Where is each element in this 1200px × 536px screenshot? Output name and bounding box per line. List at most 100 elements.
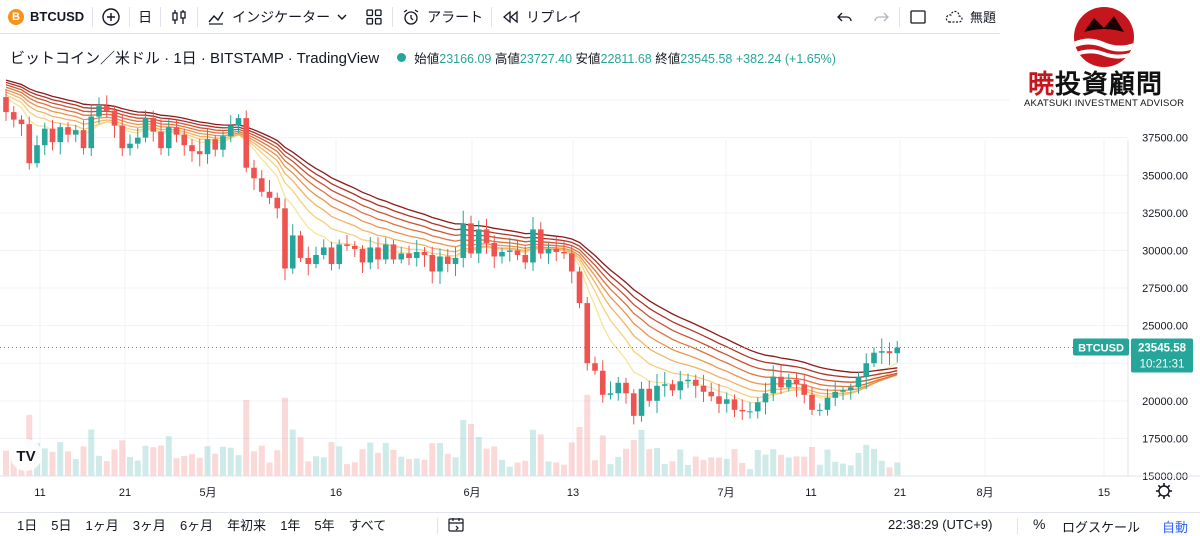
- price-chart[interactable]: 40000.0037500.0035000.0032500.0030000.00…: [0, 34, 1200, 514]
- candle-body: [840, 390, 846, 392]
- volume-bar: [181, 455, 188, 476]
- volume-bar: [522, 460, 529, 476]
- candle-body: [878, 351, 885, 353]
- volume-bar: [871, 448, 877, 476]
- candle-body: [754, 402, 761, 412]
- compare-button[interactable]: [93, 0, 129, 34]
- candle-body: [134, 137, 141, 144]
- chart-area[interactable]: 40000.0037500.0035000.0032500.0030000.00…: [0, 34, 1200, 514]
- volume-bar: [692, 456, 699, 476]
- indicators-button[interactable]: インジケーター: [198, 0, 356, 34]
- candle-body: [421, 251, 428, 255]
- candle-body: [18, 119, 25, 125]
- gear-icon-tooth: [1166, 493, 1171, 498]
- range-button[interactable]: 5年: [314, 518, 335, 533]
- chart-type-button[interactable]: [161, 0, 197, 34]
- candle-body: [638, 388, 645, 416]
- range-button[interactable]: 5日: [51, 518, 72, 533]
- candle-body: [173, 127, 180, 135]
- candle-body: [305, 257, 312, 264]
- volume-bar: [785, 457, 792, 476]
- candle-body: [514, 250, 521, 255]
- volume-bar: [196, 457, 203, 476]
- redo-button[interactable]: [863, 0, 899, 34]
- price-axis[interactable]: 40000.0037500.0035000.0032500.0030000.00…: [1127, 95, 1188, 483]
- candle-body: [685, 379, 691, 382]
- volume-bar: [677, 449, 684, 476]
- percent-toggle[interactable]: %: [1033, 516, 1046, 532]
- candle-body: [561, 251, 567, 254]
- chart-legend: ビットコイン／米ドル · 1日 · BITSTAMP · TradingView…: [10, 47, 836, 68]
- candle-body: [483, 229, 490, 243]
- candle-body: [723, 399, 730, 404]
- volume-bar: [344, 464, 350, 476]
- candle-body: [545, 248, 552, 254]
- volume-bar: [119, 440, 126, 476]
- range-button[interactable]: 年初来: [227, 518, 267, 533]
- candle-body: [127, 143, 133, 149]
- undo-button[interactable]: [827, 0, 863, 34]
- clock-timezone[interactable]: 22:38:29 (UTC+9): [888, 517, 993, 532]
- range-button[interactable]: 6ヶ月: [179, 518, 214, 533]
- volume-bar: [351, 462, 358, 476]
- volume-bar: [142, 445, 149, 476]
- volume-bar: [375, 452, 381, 476]
- price-tick-label: 37500.00: [1142, 133, 1188, 145]
- candle-body: [41, 128, 48, 146]
- toolbar-divider: [491, 6, 493, 27]
- candle-body: [824, 397, 831, 410]
- gear-icon-tooth: [1166, 484, 1171, 489]
- range-button[interactable]: 1ヶ月: [85, 518, 119, 533]
- volume-bar: [413, 458, 420, 476]
- volume-bar: [88, 429, 95, 476]
- replay-button[interactable]: リプレイ: [492, 0, 590, 34]
- candle-body: [181, 134, 188, 146]
- alert-button[interactable]: アラート: [393, 0, 491, 34]
- candle-body: [568, 253, 575, 272]
- fullscreen-button[interactable]: [900, 0, 936, 34]
- price-tag-bg: [1131, 338, 1193, 373]
- volume-bar: [840, 463, 846, 476]
- candle-body: [801, 384, 808, 395]
- candle-body: [328, 247, 335, 264]
- range-button[interactable]: すべて: [348, 518, 387, 533]
- volume-bar: [483, 448, 490, 476]
- volume-bar: [227, 447, 234, 476]
- candle-body: [444, 256, 451, 264]
- price-tick-label: 15000.00: [1142, 471, 1188, 483]
- candle-body: [282, 208, 288, 269]
- candle-body: [429, 254, 436, 272]
- calendar-range-icon[interactable]: [447, 516, 465, 534]
- symbol-search-button[interactable]: B BTCUSD: [0, 0, 92, 34]
- templates-button[interactable]: [356, 0, 392, 34]
- bottom-divider: [1017, 518, 1018, 534]
- volume-bar: [568, 442, 575, 476]
- range-button[interactable]: 3ヶ月: [132, 518, 166, 533]
- layout-name-button[interactable]: 無題: [936, 0, 1000, 34]
- gear-icon-tooth: [1157, 493, 1162, 498]
- candle-body: [661, 384, 668, 386]
- auto-scale-toggle[interactable]: 自動: [1162, 520, 1189, 535]
- volume-bar: [576, 426, 583, 476]
- candle-body: [289, 235, 296, 269]
- candle-body: [142, 118, 149, 138]
- volume-bar: [855, 452, 862, 476]
- time-axis[interactable]: 11 21 5月 16 6月 13 7月 11 21 8月 15: [0, 475, 1200, 499]
- undo-icon: [837, 12, 852, 21]
- volume-bar: [530, 429, 536, 476]
- candle-body: [623, 382, 629, 394]
- legend-title: ビットコイン／米ドル · 1日 · BITSTAMP · TradingView: [10, 50, 380, 67]
- candle-body: [499, 251, 505, 257]
- gear-icon[interactable]: [1156, 483, 1172, 499]
- candle-body: [390, 244, 397, 260]
- interval-button[interactable]: 日: [130, 0, 160, 34]
- log-scale-toggle[interactable]: ログスケール: [1062, 520, 1141, 535]
- candle-body: [747, 411, 753, 413]
- last-price-tag: BTCUSD 23545.58 10:21:31: [0, 338, 1193, 373]
- volume-bar: [809, 446, 815, 476]
- range-button[interactable]: 1日: [17, 518, 38, 533]
- range-button[interactable]: 1年: [280, 518, 301, 533]
- volume-bar: [460, 419, 467, 476]
- market-status-dot: [397, 53, 407, 62]
- price-tick-label: 25000.00: [1142, 321, 1188, 333]
